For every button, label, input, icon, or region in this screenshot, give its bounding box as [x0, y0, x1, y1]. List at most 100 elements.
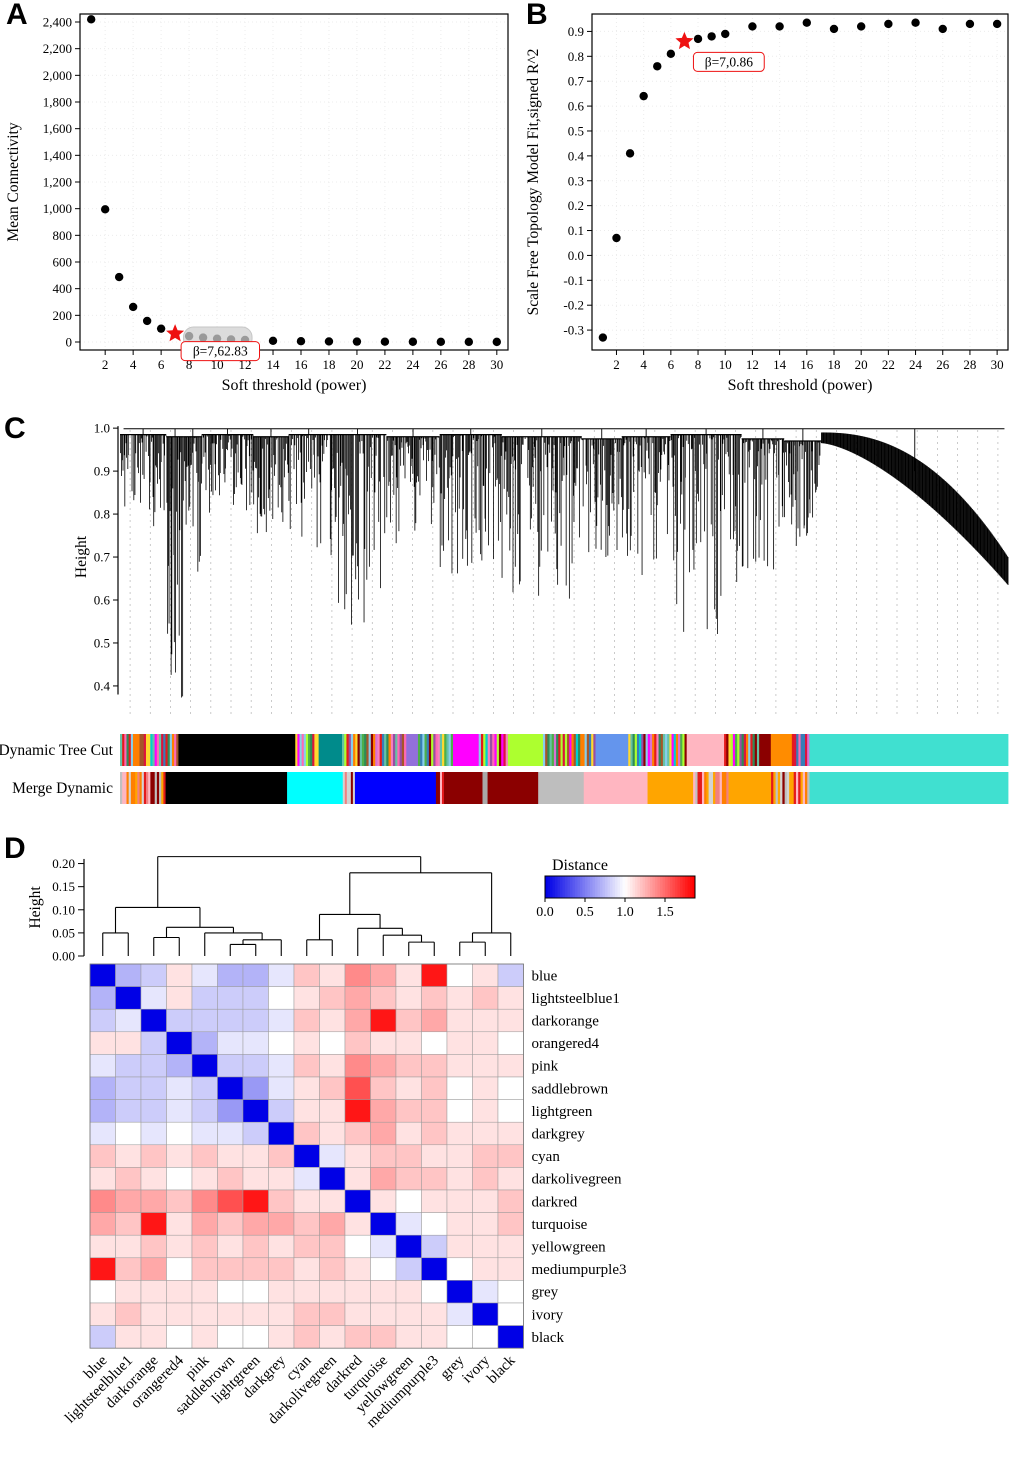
data-point: [802, 18, 811, 27]
y-tick-label: 0.7: [94, 550, 111, 565]
heatmap-cell: [319, 1325, 346, 1349]
heatmap-cell: [89, 1167, 116, 1191]
module-color-segment: [176, 734, 179, 766]
row-label: cyan: [532, 1149, 561, 1165]
heatmap-cell: [370, 1189, 397, 1213]
heatmap-cell: [293, 1031, 320, 1055]
module-color-segment: [130, 734, 134, 766]
heatmap-cell: [395, 1121, 422, 1146]
data-point: [639, 91, 648, 101]
heatmap-cell: [115, 1008, 142, 1033]
heatmap-cell: [191, 1008, 218, 1033]
module-color-segment: [573, 734, 577, 766]
heatmap-cell: [497, 1099, 524, 1123]
x-tick-label: 8: [695, 357, 702, 372]
legend-gradient-step: [612, 876, 616, 898]
heatmap-cell: [140, 1167, 167, 1191]
heatmap-cell: [242, 1121, 269, 1146]
heatmap-cell: [319, 1257, 346, 1281]
x-tick-label: 26: [936, 357, 950, 372]
module-color-segment: [569, 734, 572, 766]
module-color-segment: [786, 772, 790, 804]
heatmap-cell: [242, 1054, 269, 1078]
heatmap-cell: [191, 1280, 218, 1304]
heatmap-cell: [497, 963, 524, 987]
module-color-segment: [492, 734, 495, 766]
module-color-segment: [732, 734, 736, 766]
heatmap-cell: [191, 1325, 218, 1349]
x-tick-label: 6: [668, 357, 675, 372]
heatmap-cell: [191, 1054, 218, 1078]
module-color-segment: [805, 772, 808, 804]
heatmap-cell: [242, 1280, 269, 1304]
heatmap-cell: [242, 1257, 269, 1281]
heatmap-cell: [268, 1302, 295, 1326]
data-point: [653, 62, 662, 71]
module-color-segment: [124, 772, 127, 804]
module-color-segment: [807, 772, 810, 804]
module-color-segment: [433, 734, 436, 766]
heatmap-cell: [115, 1099, 142, 1123]
y-tick-label: -0.1: [563, 273, 584, 288]
x-tick-label: 26: [434, 357, 448, 372]
heatmap-cell: [446, 1121, 473, 1146]
legend-gradient-step: [550, 876, 553, 898]
y-axis: 0.9 0.8 0.7 0.6 0.5 0.4 0.3 0.2 0.1 0.0 -0.1 -0.2 -0…: [563, 24, 592, 338]
module-color-segment: [695, 772, 698, 804]
data-point: [86, 15, 96, 24]
heatmap-cell: [395, 1167, 422, 1191]
heatmap-cell: [421, 1234, 448, 1259]
heatmap-cell: [268, 1189, 295, 1213]
module-color-segment: [780, 772, 783, 804]
module-color-segment: [422, 734, 425, 766]
heatmap-border: [89, 963, 524, 1349]
module-color-segment: [660, 734, 664, 766]
y-tick-label: 0.7: [568, 74, 585, 89]
module-color-segment: [558, 734, 561, 766]
module-color-segment: [444, 734, 447, 766]
module-color-segment: [441, 772, 445, 804]
heatmap-cell: [319, 1008, 346, 1033]
module-color-segment: [789, 772, 792, 804]
y-tick-label: 800: [53, 228, 73, 243]
heatmap-cell: [421, 963, 448, 987]
x-tick-label: 6: [158, 357, 165, 372]
module-color-segment: [715, 772, 718, 804]
heatmap-cell: [191, 1031, 218, 1055]
heatmap-cell: [166, 1189, 193, 1213]
heatmap-cell: [166, 1054, 193, 1078]
heatmap-cell: [421, 1076, 448, 1100]
heatmap-cell: [472, 1099, 499, 1123]
legend-gradient-step: [635, 876, 638, 898]
heatmap-cell: [370, 1167, 397, 1191]
heatmap-cell: [140, 963, 167, 987]
module-color-segment: [726, 772, 729, 804]
heatmap-cell: [166, 1076, 193, 1100]
beta-star-marker: [166, 324, 185, 342]
x-tick-label: 14: [267, 357, 281, 372]
x-axis-title: Soft threshold (power): [728, 377, 873, 394]
module-color-segment: [404, 734, 407, 766]
heatmap-cell: [217, 1099, 244, 1123]
heatmap-cell: [370, 1031, 397, 1055]
dendrogram-lines: [120, 428, 1009, 698]
y-tick-label: 0.1: [568, 223, 584, 238]
y-tick-label: 1,600: [43, 121, 72, 136]
module-color-segment: [137, 734, 140, 766]
module-color-segment: [556, 734, 559, 766]
module-color-segment: [344, 734, 347, 766]
heatmap-cell: [344, 1099, 371, 1123]
distance-legend: Distance 0.0 0.5 1.0 1.5: [536, 857, 696, 920]
heatmap-cell: [217, 1167, 244, 1191]
heatmap-cell: [344, 1167, 371, 1191]
module-color-segment: [588, 734, 592, 766]
y-tick-label: 0.6: [568, 99, 585, 114]
module-color-segment: [361, 734, 365, 766]
module-color-segment: [662, 734, 666, 766]
module-color-segment: [350, 734, 354, 766]
heatmap-cell: [497, 1031, 524, 1055]
y-tick-label: 2,200: [43, 41, 72, 56]
module-color-segment: [641, 734, 644, 766]
heatmap-cell: [497, 1076, 524, 1100]
legend-gradient-step: [665, 876, 668, 898]
